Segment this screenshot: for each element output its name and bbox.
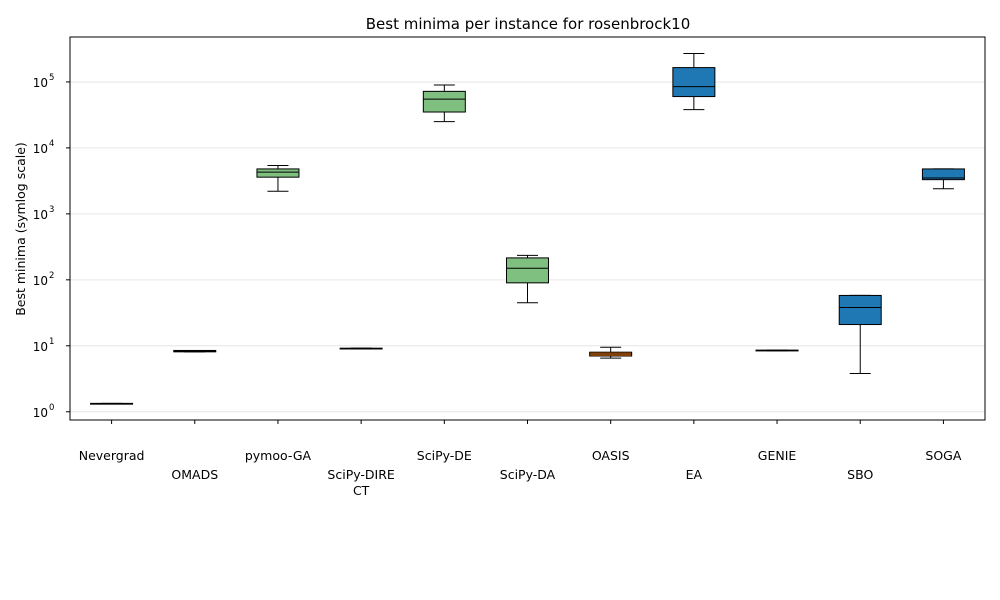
x-tick-label-3: CT	[353, 483, 370, 498]
y-tick-base: 10	[33, 406, 48, 420]
y-tick-base: 10	[33, 76, 48, 90]
y-tick-label-2: 10	[33, 274, 48, 288]
box-iqr	[422, 90, 466, 113]
box-3	[339, 347, 383, 350]
boxes-group	[90, 52, 965, 405]
box-iqr	[672, 67, 716, 98]
x-tick-label-9: SBO	[847, 467, 873, 482]
box-6	[589, 346, 633, 359]
x-tick-label-1: OMADS	[171, 467, 218, 482]
box-10	[921, 168, 965, 190]
box-iqr	[256, 168, 300, 178]
box-2	[256, 165, 300, 192]
y-tick-exponent-5: 5	[49, 73, 54, 83]
x-tick-label-5: SciPy-DA	[500, 467, 556, 482]
plot-frame	[69, 36, 986, 421]
box-5	[506, 254, 549, 304]
y-tick-exponent-2: 2	[49, 271, 54, 281]
x-tick-label-10: SOGA	[925, 448, 961, 463]
box-8	[755, 349, 799, 352]
x-tick-label-6: OASIS	[592, 448, 630, 463]
y-axis-label: Best minima (symlog scale)	[13, 142, 28, 316]
x-tick-label-3: SciPy-DIRE	[327, 467, 395, 482]
y-tick-label-1: 10	[33, 340, 48, 354]
box-7	[672, 52, 716, 111]
y-tick-base: 10	[33, 208, 48, 222]
chart-title: Best minima per instance for rosenbrock1…	[366, 15, 691, 33]
x-tick-label-4: SciPy-DE	[417, 448, 472, 463]
y-tick-base: 10	[33, 340, 48, 354]
x-tick-label-7: EA	[686, 467, 703, 482]
box-iqr	[921, 168, 965, 181]
y-tick-base: 10	[33, 142, 48, 156]
box-1	[173, 349, 217, 353]
y-tick-label-0: 10	[33, 406, 48, 420]
y-tick-label-5: 10	[33, 76, 48, 90]
y-tick-exponent-0: 0	[49, 403, 54, 413]
y-tick-exponent-4: 4	[49, 139, 54, 149]
box-9	[838, 294, 882, 375]
box-iqr	[838, 294, 882, 326]
y-tick-base: 10	[33, 274, 48, 288]
y-tick-exponent-1: 1	[49, 337, 54, 347]
gridlines	[70, 81, 985, 413]
y-tick-label-3: 10	[33, 208, 48, 222]
box-4	[422, 84, 466, 123]
box-0	[90, 402, 134, 405]
x-tick-label-8: GENIE	[758, 448, 797, 463]
x-tick-label-2: pymoo-GA	[245, 448, 312, 463]
box-iqr	[506, 257, 549, 284]
x-tick-label-0: Nevergrad	[79, 448, 145, 463]
y-tick-exponent-3: 3	[49, 205, 54, 215]
y-tick-label-4: 10	[33, 142, 48, 156]
